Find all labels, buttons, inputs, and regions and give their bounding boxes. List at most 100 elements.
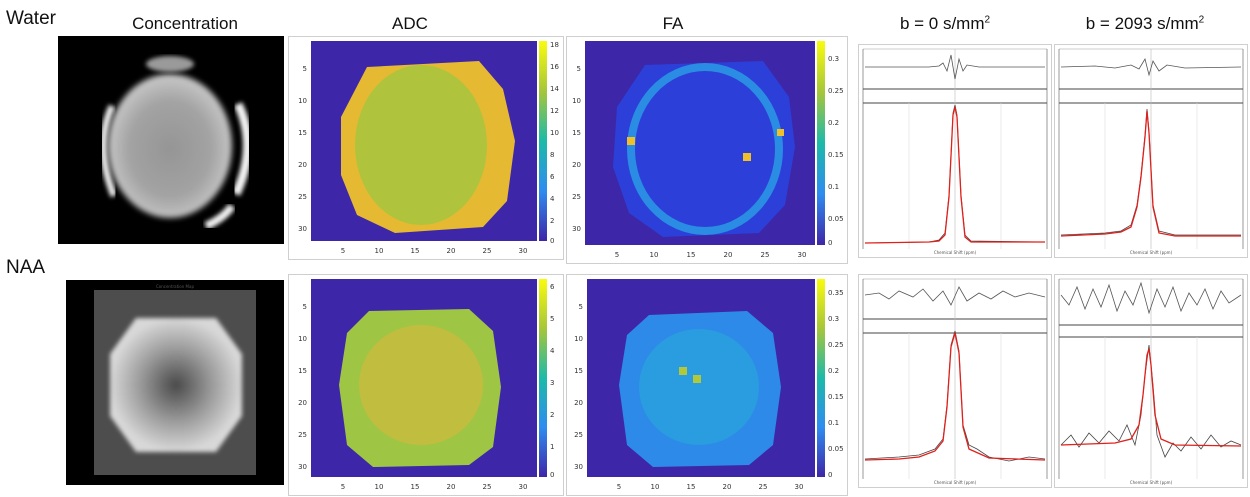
colorbar-tick: 0	[550, 471, 554, 479]
naa-fa-ytick: 15	[574, 367, 583, 375]
water-fa-xtick: 30	[798, 251, 807, 259]
water-adc-xtick: 30	[519, 247, 528, 255]
naa-adc-ytick: 15	[298, 367, 307, 375]
naa-spectrum-b0: Chemical Shift (ppm)	[858, 274, 1052, 488]
colorbar-tick: 6	[550, 283, 555, 291]
residual-line	[1060, 57, 1242, 77]
water-adc-xticks: 5 10 15 20 25 30	[341, 247, 528, 255]
naa-adc-ytick: 30	[298, 463, 307, 471]
naa-fa-xtick: 20	[723, 483, 732, 491]
water-fa-xtick: 5	[615, 251, 619, 259]
water-fa-ytick: 5	[577, 65, 581, 73]
raw-spectrum-line	[1060, 344, 1242, 458]
colorbar-tick: 0	[828, 239, 832, 247]
colorbar-tick: 0.2	[828, 119, 839, 127]
naa-fa-ytick: 25	[574, 431, 583, 439]
residual-line	[1060, 281, 1242, 315]
water-adc-ytick: 30	[298, 225, 307, 233]
colorbar-tick: 0.15	[828, 393, 844, 401]
water-fa-yticks: 5 10 15 20 25 30	[572, 65, 581, 233]
colorbar-tick: 0.25	[828, 87, 844, 95]
naa-adc-xtick: 10	[375, 483, 384, 491]
water-adc-map: 5 10 15 20 25 30 5 10 15 20 25 30 18 16 …	[298, 41, 559, 255]
naa-fa-colorbar-ticks: 0.35 0.3 0.25 0.2 0.15 0.1 0.05 0	[828, 289, 844, 479]
fit-spectrum-line	[864, 332, 1046, 461]
naa-fa-map-panel: 5 10 15 20 25 30 5 10 15 20 25 30 0.35 0…	[566, 274, 848, 496]
row-label-water: Water	[6, 8, 56, 29]
colorbar-tick: 2	[550, 217, 554, 225]
b0-title-text: b = 0 s/mm	[899, 14, 985, 33]
water-spectrum-b2093: Chemical Shift (ppm)	[1054, 44, 1248, 258]
spectrum-x-label: Chemical Shift (ppm)	[1130, 250, 1173, 255]
colorbar-tick: 0.15	[828, 151, 844, 159]
water-spectrum-b0: Chemical Shift (ppm)	[858, 44, 1052, 258]
naa-adc-colorbar-ticks: 6 5 4 3 2 1 0	[550, 283, 555, 479]
naa-concentration-map-title: Concentration Map	[156, 284, 194, 289]
spectrum-x-label: Chemical Shift (ppm)	[1130, 480, 1173, 485]
colorbar-tick: 0.35	[828, 289, 844, 297]
colorbar-tick: 0.1	[828, 419, 839, 427]
colorbar-tick: 5	[550, 315, 554, 323]
naa-adc-map: 5 10 15 20 25 30 5 10 15 20 25 30 6 5 4 …	[298, 279, 555, 491]
water-fa-ytick: 30	[572, 225, 581, 233]
colorbar-tick: 0	[550, 237, 554, 245]
naa-fa-yticks: 5 10 15 20 25 30	[574, 303, 583, 471]
water-adc-ytick: 25	[298, 193, 307, 201]
water-fa-ytick: 15	[572, 129, 581, 137]
b0-title-superscript: 2	[984, 14, 991, 26]
naa-concentration-image: Concentration Map	[66, 280, 284, 485]
naa-fa-ytick: 5	[579, 303, 583, 311]
naa-fa-ytick: 30	[574, 463, 583, 471]
colorbar-tick: 4	[550, 195, 555, 203]
water-fa-ytick: 25	[572, 193, 581, 201]
water-fa-map: 5 10 15 20 25 30 5 10 15 20 25 30 0.3 0.…	[572, 41, 844, 259]
fit-spectrum-line	[864, 106, 1045, 244]
water-adc-xtick: 10	[375, 247, 384, 255]
naa-adc-yticks: 5 10 15 20 25 30	[298, 303, 307, 471]
colorbar-tick: 0.05	[828, 445, 844, 453]
water-adc-xtick: 5	[341, 247, 345, 255]
colorbar-tick: 1	[550, 443, 554, 451]
water-fa-xtick: 15	[687, 251, 696, 259]
column-title-concentration: Concentration	[132, 14, 238, 33]
residual-line	[864, 286, 1046, 306]
naa-adc-xtick: 25	[483, 483, 492, 491]
naa-fa-xtick: 10	[651, 483, 660, 491]
naa-adc-ytick: 10	[298, 335, 307, 343]
row-label-naa: NAA	[6, 257, 46, 278]
naa-adc-xtick: 20	[447, 483, 456, 491]
naa-fa-ytick: 10	[574, 335, 583, 343]
fit-spectrum-line	[1060, 348, 1242, 447]
column-title-b0: b = 0 s/mm2	[880, 14, 1010, 34]
naa-fa-ytick: 20	[574, 399, 583, 407]
colorbar-tick: 18	[550, 41, 559, 49]
colorbar-tick: 0.05	[828, 215, 844, 223]
naa-spectrum-b2093: Chemical Shift (ppm)	[1054, 274, 1248, 488]
column-title-adc: ADC	[392, 14, 428, 33]
residual-line	[865, 54, 1045, 80]
water-adc-ytick: 20	[298, 161, 307, 169]
colorbar-tick: 10	[550, 129, 559, 137]
colorbar-tick: 0.1	[828, 183, 839, 191]
water-concentration-image	[58, 36, 284, 244]
naa-fa-xtick: 15	[687, 483, 696, 491]
spectrum-x-label: Chemical Shift (ppm)	[934, 250, 977, 255]
naa-adc-ytick: 25	[298, 431, 307, 439]
water-adc-xtick: 25	[483, 247, 492, 255]
colorbar-tick: 0.2	[828, 367, 839, 375]
water-fa-ytick: 10	[572, 97, 581, 105]
water-adc-ytick: 10	[298, 97, 307, 105]
naa-fa-map: 5 10 15 20 25 30 5 10 15 20 25 30 0.35 0…	[574, 279, 844, 491]
naa-adc-map-panel: 5 10 15 20 25 30 5 10 15 20 25 30 6 5 4 …	[288, 274, 564, 496]
water-fa-colorbar-ticks: 0.3 0.25 0.2 0.15 0.1 0.05 0	[828, 55, 844, 247]
colorbar-tick: 14	[550, 85, 559, 93]
column-title-fa: FA	[662, 14, 684, 33]
naa-adc-xticks: 5 10 15 20 25 30	[341, 483, 528, 491]
colorbar-tick: 2	[550, 411, 554, 419]
colorbar-tick: 4	[550, 347, 555, 355]
water-adc-yticks: 5 10 15 20 25 30	[298, 65, 307, 233]
naa-fa-xtick: 5	[617, 483, 621, 491]
b2093-title-superscript: 2	[1198, 14, 1205, 26]
colorbar-tick: 0.3	[828, 315, 839, 323]
water-adc-map-panel: 5 10 15 20 25 30 5 10 15 20 25 30 18 16 …	[288, 36, 564, 260]
